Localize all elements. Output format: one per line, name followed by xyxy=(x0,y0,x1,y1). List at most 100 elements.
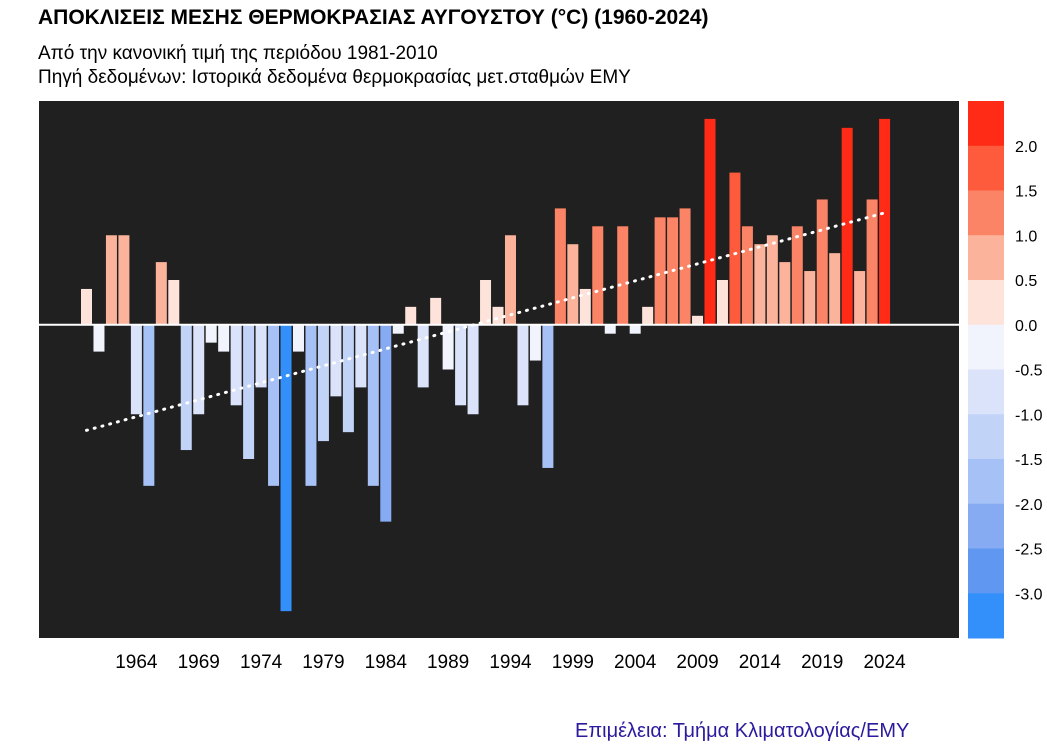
bar-1979 xyxy=(317,324,329,442)
bar-2016 xyxy=(779,262,791,325)
colorbar-bin xyxy=(968,101,1004,147)
chart-title: ΑΠΟΚΛΙΣΕΙΣ ΜΕΣΗΣ ΘΕΡΜΟΚΡΑΣΙΑΣ ΑΥΓΟΥΣΤΟΥ … xyxy=(38,6,709,29)
bar-1992 xyxy=(480,280,492,325)
bar-2020 xyxy=(829,253,841,325)
bar-1963 xyxy=(118,235,130,325)
colorbar-bin xyxy=(968,593,1004,639)
x-tick-label-2019: 2019 xyxy=(801,652,843,673)
colorbar-tick-label: -1.5 xyxy=(1015,452,1043,469)
colorbar-bin xyxy=(968,324,1004,370)
colorbar-tick-label: 1.5 xyxy=(1015,184,1037,201)
bar-1974 xyxy=(255,324,267,388)
colorbar-bin xyxy=(968,548,1004,594)
bar-1995 xyxy=(517,324,529,406)
bar-1986 xyxy=(405,306,417,325)
colorbar-bin xyxy=(968,190,1004,236)
bar-2013 xyxy=(741,226,753,325)
bar-2015 xyxy=(766,235,778,325)
bar-1962 xyxy=(105,235,117,325)
bar-2001 xyxy=(592,226,604,325)
x-tick-label-1964: 1964 xyxy=(115,652,158,673)
bar-2017 xyxy=(791,226,803,325)
bar-2003 xyxy=(617,226,629,325)
bar-1967 xyxy=(168,280,180,325)
bar-1978 xyxy=(305,324,317,486)
bar-2002 xyxy=(604,324,616,334)
bar-1990 xyxy=(455,324,467,406)
x-tick-label-1979: 1979 xyxy=(302,652,344,673)
bar-1988 xyxy=(430,297,442,325)
bar-1973 xyxy=(243,324,255,459)
bar-1991 xyxy=(467,324,479,415)
bar-1985 xyxy=(392,324,404,334)
colorbar-tick-label: 2.0 xyxy=(1015,139,1037,156)
bar-1977 xyxy=(292,324,304,352)
x-tick-label-1989: 1989 xyxy=(427,652,469,673)
chart-subtitle: Από την κανονική τιμή της περιόδου 1981-… xyxy=(38,43,438,64)
bar-1999 xyxy=(567,244,579,325)
bar-2021 xyxy=(841,127,853,325)
bar-1964 xyxy=(130,324,142,415)
colorbar-tick-label: -3.0 xyxy=(1015,586,1043,603)
plot-area xyxy=(39,101,959,638)
bar-1997 xyxy=(542,324,554,468)
colorbar-tick-label: -0.5 xyxy=(1015,363,1043,380)
bar-2000 xyxy=(579,288,591,325)
data-source: Πηγή δεδομένων: Ιστορικά δεδομένα θερμοκ… xyxy=(38,67,631,88)
colorbar-bin xyxy=(968,503,1004,549)
bar-1976 xyxy=(280,324,292,612)
credit-line: Επιμέλεια: Τμήμα Κλιματολογίας/ΕΜΥ xyxy=(575,720,910,742)
bar-1994 xyxy=(504,235,516,325)
colorbar-tick-label: 1.0 xyxy=(1015,228,1037,245)
bar-2005 xyxy=(642,306,654,325)
bar-1998 xyxy=(554,208,566,325)
bar-1987 xyxy=(417,324,429,388)
bar-1989 xyxy=(442,324,454,370)
x-tick-label-2024: 2024 xyxy=(863,652,906,673)
bar-1984 xyxy=(380,324,392,522)
bar-1975 xyxy=(268,324,280,486)
bar-1965 xyxy=(143,324,155,486)
colorbar-tick-label: -2.5 xyxy=(1015,542,1043,559)
bar-1972 xyxy=(230,324,242,406)
trend-line xyxy=(85,211,887,432)
colorbar-bin xyxy=(968,280,1004,326)
bar-2012 xyxy=(729,172,741,325)
bar-2004 xyxy=(629,324,641,334)
bar-2019 xyxy=(816,199,828,325)
bar-2011 xyxy=(716,280,728,325)
x-tick-label-2014: 2014 xyxy=(739,652,782,673)
bar-1966 xyxy=(155,262,167,325)
bar-2006 xyxy=(654,217,666,325)
colorbar-bin xyxy=(968,235,1004,281)
bar-1996 xyxy=(529,324,541,361)
bar-2018 xyxy=(804,271,816,325)
bar-1983 xyxy=(367,324,379,486)
bar-2010 xyxy=(704,118,716,325)
x-tick-label-1984: 1984 xyxy=(365,652,408,673)
bar-2022 xyxy=(854,271,866,325)
colorbar-bin xyxy=(968,145,1004,191)
bar-2023 xyxy=(866,199,878,325)
colorbar-tick-label: 0.5 xyxy=(1015,273,1037,290)
bar-1961 xyxy=(93,324,105,352)
colorbar-tick-label: -2.0 xyxy=(1015,497,1043,514)
x-tick-label-1974: 1974 xyxy=(240,652,283,673)
bar-2009 xyxy=(692,315,704,325)
bar-1980 xyxy=(330,324,342,397)
bar-1960 xyxy=(81,288,92,325)
colorbar-tick-label: -1.0 xyxy=(1015,407,1043,424)
bar-1993 xyxy=(492,306,504,325)
bar-1971 xyxy=(218,324,230,352)
bar-2014 xyxy=(754,244,766,325)
bar-1982 xyxy=(355,324,367,388)
x-tick-label-1994: 1994 xyxy=(489,652,532,673)
colorbar-tick-label: 0.0 xyxy=(1015,318,1037,335)
bar-2024 xyxy=(879,118,891,325)
bar-1968 xyxy=(180,324,192,451)
bar-1969 xyxy=(193,324,205,415)
bar-1981 xyxy=(342,324,354,433)
bar-2008 xyxy=(679,208,691,325)
x-tick-label-1969: 1969 xyxy=(178,652,220,673)
